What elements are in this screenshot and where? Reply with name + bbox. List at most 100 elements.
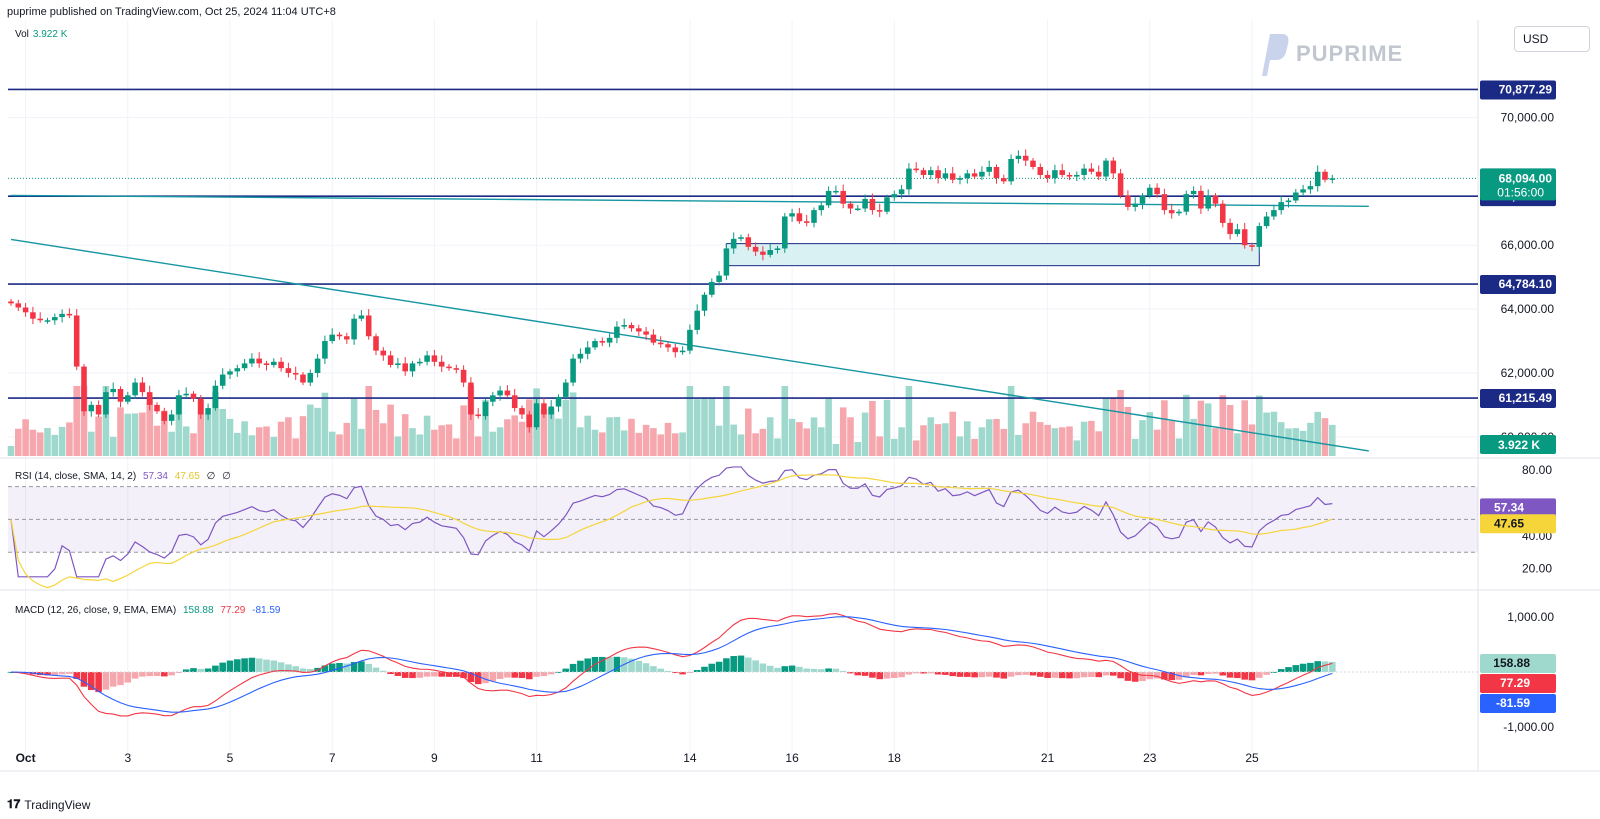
macd-histogram-bar <box>66 672 73 674</box>
time-tick-label: 16 <box>785 751 799 765</box>
candle-body <box>709 281 715 295</box>
macd-histogram-bar <box>117 672 124 686</box>
candle-body <box>1212 195 1219 204</box>
candle-body <box>52 317 58 321</box>
candle-body <box>1088 168 1095 172</box>
volume-bar <box>1168 420 1175 456</box>
volume-bar <box>88 431 95 456</box>
candle-body <box>906 168 912 190</box>
demand-zone-rect <box>725 243 1260 267</box>
candle-body <box>606 337 613 343</box>
macd-histogram-bar <box>1212 672 1219 674</box>
candle-body <box>263 363 270 365</box>
macd-histogram-bar <box>1102 672 1110 676</box>
grid-lines <box>0 20 1600 770</box>
macd-histogram-bar <box>927 672 935 674</box>
candle-body <box>592 341 598 348</box>
candle-body <box>1117 173 1124 196</box>
candle-body <box>307 372 314 383</box>
volume-bar <box>1277 422 1285 456</box>
candle-body <box>636 328 642 332</box>
volume-bar <box>1022 423 1029 456</box>
macd-histogram-bar <box>1277 669 1285 672</box>
volume-bar <box>847 417 854 456</box>
macd-histogram-bar <box>109 672 117 687</box>
volume-bar <box>161 410 168 456</box>
candle-body <box>723 248 730 276</box>
candle-body <box>811 210 817 223</box>
macd-value-tag-bg <box>1480 674 1556 693</box>
macd-histogram-bar <box>883 672 891 679</box>
candle-body <box>533 403 540 428</box>
macd-histogram-bar <box>949 672 956 677</box>
macd-histogram-bar <box>606 657 613 672</box>
macd-histogram-bar <box>1183 672 1190 678</box>
currency-button[interactable]: USD <box>1514 26 1590 52</box>
macd-histogram-bar <box>482 672 489 684</box>
macd-histogram-bar <box>431 672 438 677</box>
macd-histogram-bar <box>1015 672 1022 676</box>
volume-bar <box>292 438 299 456</box>
macd-histogram-bar <box>650 666 657 672</box>
candle-body <box>599 341 606 343</box>
macd-histogram-bar <box>1248 672 1256 681</box>
volume-bar <box>635 432 643 456</box>
countdown-tag: 01:56:00 <box>1497 185 1544 199</box>
candle-body <box>504 390 511 396</box>
macd-histogram-bar <box>234 659 241 672</box>
candle-body <box>782 216 788 249</box>
volume-bar <box>788 418 796 456</box>
macd-histogram-bar <box>759 663 767 672</box>
candle-body <box>555 396 562 407</box>
macd-histogram-bar <box>445 672 453 677</box>
volume-bar <box>73 386 80 456</box>
macd-histogram-bar <box>978 672 986 678</box>
macd-histogram-bar <box>518 672 526 679</box>
macd-histogram-bar <box>847 672 854 674</box>
candle-body <box>803 221 810 223</box>
volume-bar <box>423 415 431 456</box>
candle-body <box>760 251 766 255</box>
macd-histogram-bar <box>693 670 701 672</box>
candle-body <box>730 238 737 249</box>
volume-bar <box>869 401 876 456</box>
volume-bar <box>299 416 307 456</box>
tradingview-footer[interactable]: 𝟏𝟕 TradingView <box>7 797 90 812</box>
macd-histogram-bar <box>336 663 343 672</box>
candle-body <box>1081 168 1087 175</box>
candle-body <box>417 361 423 364</box>
volume-bar <box>1197 400 1205 456</box>
volume-bar <box>58 426 66 456</box>
macd-histogram-bar <box>745 657 752 672</box>
volume-bar <box>212 392 219 456</box>
candle-body <box>1220 203 1226 223</box>
macd-histogram-bar <box>737 655 745 672</box>
macd-histogram-bar <box>438 672 445 677</box>
volume-bar <box>766 417 774 456</box>
candle-body <box>687 329 693 351</box>
volume-bar <box>467 386 475 456</box>
macd-histogram-bar <box>1168 672 1175 681</box>
macd-histogram-bar <box>547 672 555 675</box>
time-tick-label: 11 <box>530 751 543 765</box>
macd-histogram-bar <box>1190 672 1197 676</box>
candlesticks[interactable] <box>8 149 1336 433</box>
volume-bar <box>912 440 920 456</box>
volume-bar <box>460 405 467 456</box>
candle-body <box>292 372 299 375</box>
volume-bar <box>978 427 986 456</box>
rsi-tag: 57.34 <box>1494 500 1524 514</box>
candle-body <box>1154 187 1160 195</box>
price-tick-label: 64,000.00 <box>1501 302 1555 316</box>
candle-body <box>942 173 949 179</box>
candle-body <box>81 366 87 412</box>
macd-histogram-bar <box>1080 672 1088 678</box>
candle-body <box>643 331 649 335</box>
volume-bar <box>109 436 117 456</box>
candle-body <box>1103 160 1109 177</box>
candle-body <box>146 392 153 405</box>
volume-bar <box>51 434 59 456</box>
macd-value: 77.29 <box>220 605 246 616</box>
volume-bar <box>394 436 402 456</box>
